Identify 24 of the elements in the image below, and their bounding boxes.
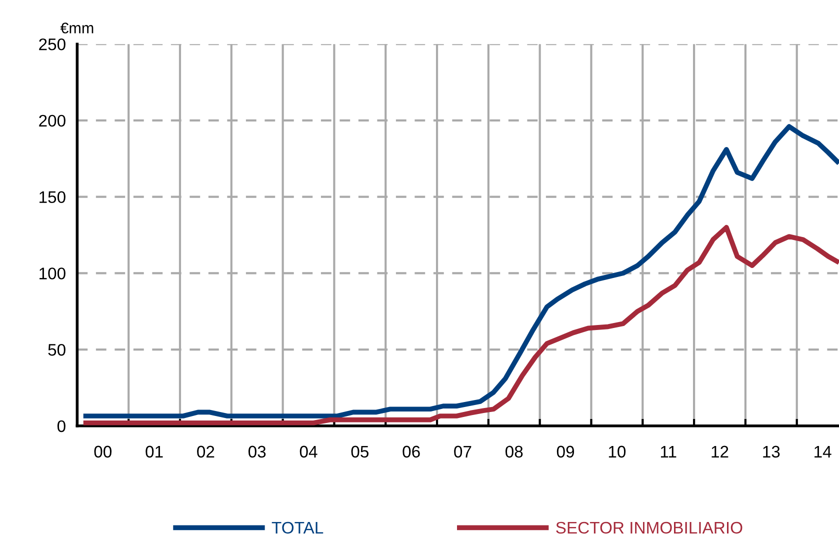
x-tick-label: 06 [402, 446, 420, 458]
y-tick-label: 250 [39, 38, 66, 50]
y-axis-title: €mm [60, 22, 94, 34]
x-tick-label: 05 [351, 446, 368, 458]
x-tick-label: 07 [454, 446, 472, 458]
y-tick-label: 50 [48, 344, 66, 356]
x-tick-label: 03 [248, 446, 266, 458]
text: SECTOR INMOBILIARIO [556, 522, 742, 534]
x-tick-label: 14 [814, 446, 832, 458]
x-tick-label: 01 [146, 446, 163, 458]
x-tick-label: 11 [660, 446, 676, 458]
x-tick-label: 13 [763, 446, 780, 458]
y-tick-label: 150 [40, 191, 66, 204]
x-tick-label: 04 [300, 446, 318, 458]
x-tick-label: 08 [506, 446, 523, 458]
x-tick-label: 00 [94, 446, 112, 458]
x-tick-label: 10 [608, 446, 626, 458]
y-tick-label: 200 [39, 114, 66, 127]
x-tick-label: 12 [712, 446, 728, 458]
y-tick-label: 100 [40, 268, 66, 280]
y-tick-label: 0 [57, 420, 66, 432]
x-tick-label: 09 [556, 446, 574, 458]
text: TOTAL [272, 522, 324, 534]
x-tick-label: 02 [197, 446, 214, 458]
